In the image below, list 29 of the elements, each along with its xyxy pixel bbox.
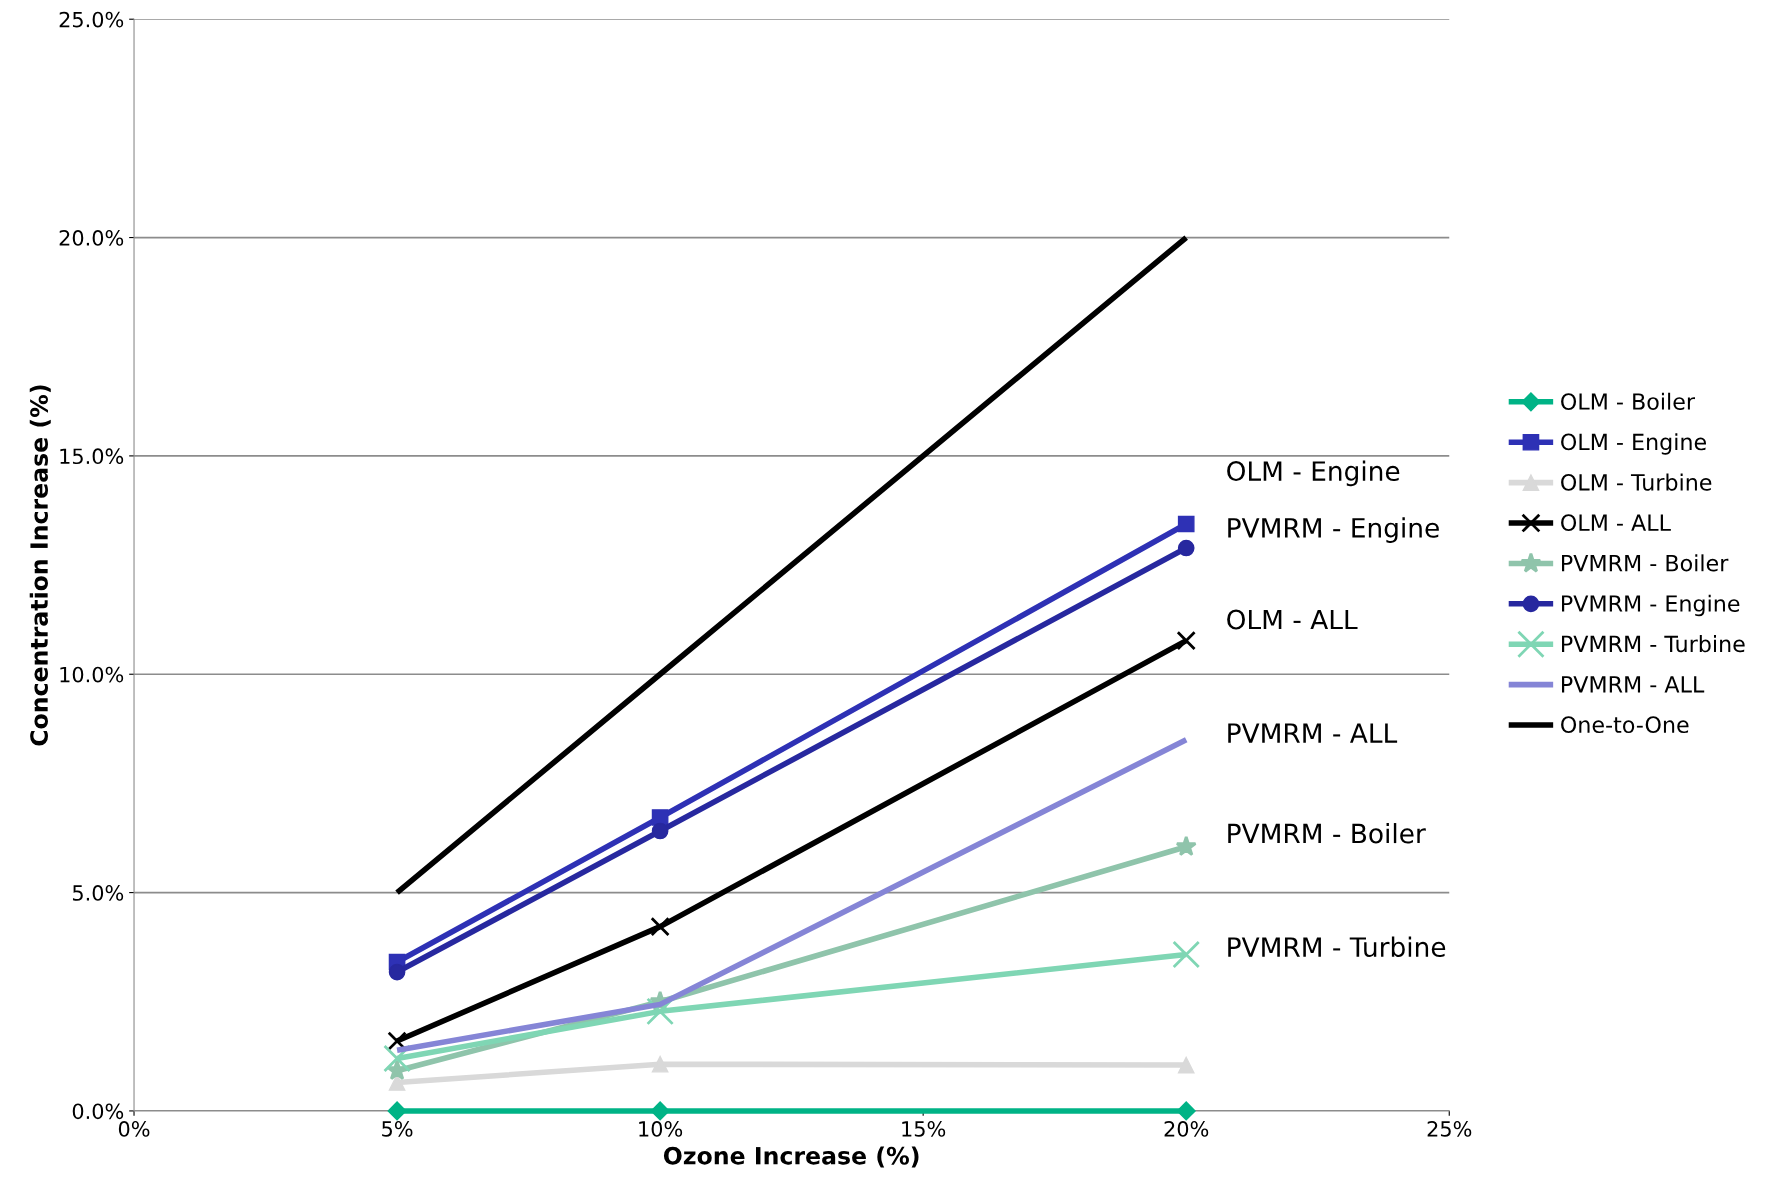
annotation: PVMRM - Turbine [1228,936,1446,958]
annotation: PVMRM - Boiler [1228,823,1426,844]
y-tick-label: 5.0% [72,885,124,901]
legend-label: PVMRM - ALL [1562,676,1705,693]
legend-label: OLM - Turbine [1561,473,1712,491]
legend-label: OLM - Engine [1561,433,1706,455]
x-tick-label: 10% [639,1121,683,1137]
y-tick-label: 15.0% [60,448,124,465]
x-tick-label: 20% [1164,1121,1209,1137]
legend-label: PVMRM - Turbine [1562,635,1745,653]
legend-label: PVMRM - Boiler [1562,554,1729,572]
x-tick-label: 5% [382,1121,413,1137]
legend-label: One-to-One [1561,716,1689,734]
y-axis-title: Concentration Increase (%) [29,385,51,746]
x-axis-title: Ozone Increase (%) [663,1146,919,1168]
x-tick-label: 15% [902,1121,946,1137]
annotation: PVMRM - ALL [1228,723,1398,743]
annotation: PVMRM - Engine [1228,517,1439,543]
y-tick-label: 10.0% [60,666,124,683]
annotation: OLM - Engine [1227,460,1400,487]
y-tick-label: 20.0% [59,230,124,246]
legend-label: PVMRM - Engine [1562,594,1740,617]
x-tick-label: 25% [1427,1121,1472,1137]
annotation: OLM - ALL [1227,609,1358,630]
legend-label: OLM - ALL [1561,514,1671,532]
y-tick-label: 25.0% [59,11,124,28]
x-tick-label: 0% [118,1121,150,1137]
y-tick-label: 0.0% [72,1103,124,1120]
legend-label: OLM - Boiler [1561,392,1696,410]
